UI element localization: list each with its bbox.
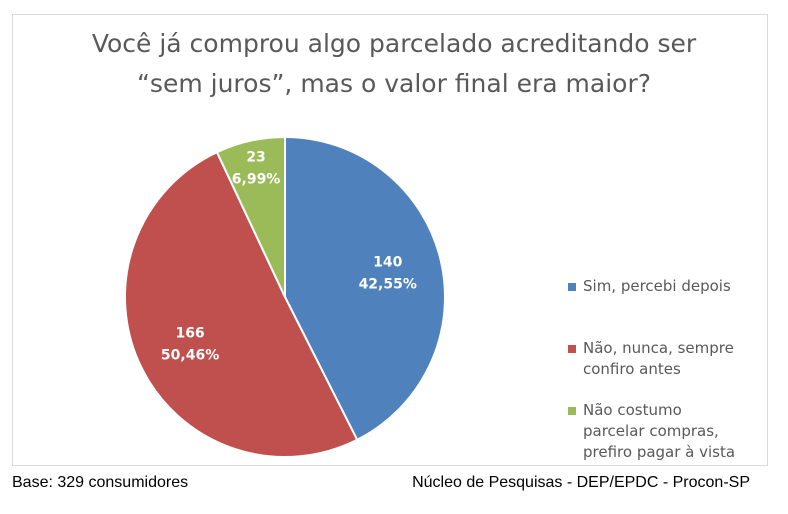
data-label-value-sim: 140: [373, 255, 402, 271]
legend-label-nao-costumo-line-3: prefiro pagar à vista: [583, 443, 736, 461]
pie-slice-sim: [284, 135, 446, 442]
data-label-percent-sim: 42,55%: [359, 277, 417, 293]
chart-title: Você já comprou algo parcelado acreditan…: [0, 24, 788, 104]
pie-slice-nao-nunca: [124, 150, 359, 458]
data-label-percent-nao-costumo: 6,99%: [232, 171, 281, 187]
legend-label-nao-nunca-line-2: confiro antes: [583, 360, 681, 378]
legend-label-nao-costumo-line-1: Não costumo: [583, 401, 682, 419]
footer-base: Base: 329 consumidores: [12, 474, 189, 491]
legend-label-nao-costumo-line-2: parcelar compras,: [583, 422, 719, 440]
footer-source: Núcleo de Pesquisas - DEP/EPDC - Procon-…: [412, 474, 750, 491]
legend-item-nao-costumo: Não costumo parcelar compras, prefiro pa…: [568, 400, 768, 463]
legend-item-sim: Sim, percebi depois: [568, 276, 768, 297]
legend-label-nao-costumo: Não costumo parcelar compras, prefiro pa…: [583, 400, 735, 463]
legend-swatch-nao-nunca: [568, 345, 576, 353]
legend-label-sim: Sim, percebi depois: [583, 276, 731, 297]
legend-swatch-nao-costumo: [568, 407, 576, 415]
pie-slice-nao-costumo: [215, 135, 286, 298]
data-label-percent-nao-nunca: 50,46%: [161, 347, 219, 363]
data-label-value-nao-nunca: 166: [175, 325, 204, 341]
chart-title-line-2: “sem juros”, mas o valor final era maior…: [136, 69, 651, 98]
legend-label-sim-line-1: Sim, percebi depois: [583, 277, 731, 295]
legend-swatch-sim: [568, 283, 576, 291]
legend-label-nao-nunca: Não, nunca, sempre confiro antes: [583, 338, 734, 380]
data-label-value-nao-costumo: 23: [246, 149, 265, 165]
legend-label-nao-nunca-line-1: Não, nunca, sempre: [583, 339, 734, 357]
chart-title-line-1: Você já comprou algo parcelado acreditan…: [91, 29, 697, 58]
legend-item-nao-nunca: Não, nunca, sempre confiro antes: [568, 338, 768, 380]
